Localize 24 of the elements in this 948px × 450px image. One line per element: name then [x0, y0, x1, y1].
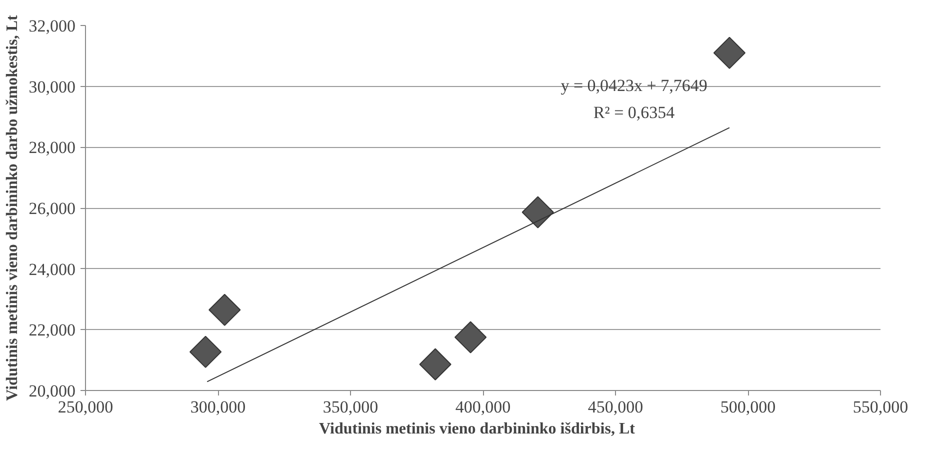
- x-tick-label: 250,000: [58, 398, 114, 416]
- x-tick-label: 500,000: [720, 398, 776, 416]
- x-axis-title: Vidutinis metinis vieno darbininko išdirbis, Lt: [319, 420, 636, 438]
- y-tick-label: 30,000: [28, 77, 76, 96]
- y-tick-label: 20,000: [28, 382, 76, 400]
- y-tick-label: 32,000: [28, 16, 76, 36]
- y-tick-label: 24,000: [28, 260, 76, 279]
- x-tick-label: 350,000: [322, 398, 378, 416]
- x-tick-label: 550,000: [852, 398, 908, 416]
- point: [419, 348, 452, 380]
- point: [713, 36, 746, 69]
- x-tick-label: 300,000: [190, 398, 246, 416]
- point: [454, 321, 487, 354]
- annotation: R² = 0,6354: [593, 103, 676, 122]
- y-tick-label: 26,000: [28, 199, 76, 218]
- y-tick-label: 28,000: [28, 138, 76, 158]
- x-tick-label: 450,000: [588, 398, 644, 416]
- point: [189, 336, 222, 368]
- x-tick-label: 400,000: [455, 398, 511, 416]
- annotation: y = 0,0423x + 7,7649: [560, 76, 708, 95]
- point: [522, 196, 554, 228]
- y-tick-label: 22,000: [28, 320, 76, 340]
- point: [208, 294, 241, 326]
- y-axis-title: Vidutinis metinis vieno darbininko darbo užmokestis, Lt: [4, 14, 21, 401]
